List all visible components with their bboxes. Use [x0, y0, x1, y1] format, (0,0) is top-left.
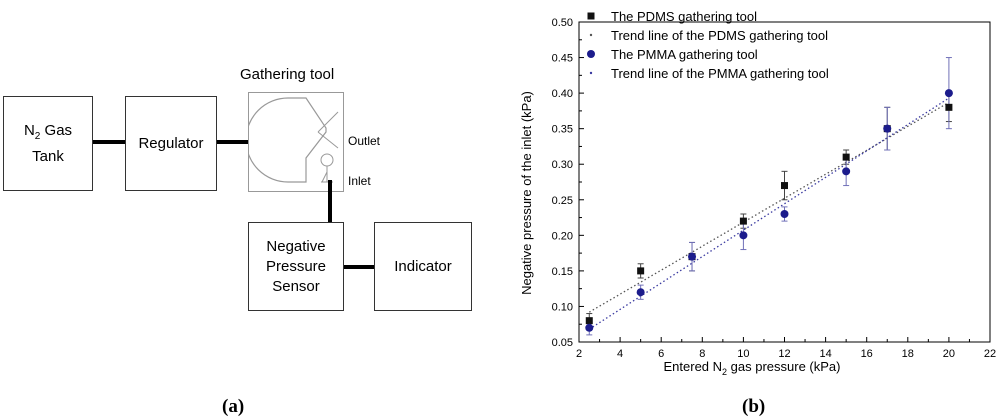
y-tick-label-0.35: 0.35 — [552, 124, 573, 136]
y-tick-label-0.05: 0.05 — [552, 337, 573, 349]
regulator-label: Regulator — [138, 134, 204, 152]
y-tick-label-0.50: 0.50 — [552, 17, 573, 29]
x-tick-label-18: 18 — [902, 348, 914, 360]
outlet-label: Outlet — [348, 134, 381, 148]
y-axis-label: Negative pressure of the inlet (kPa) — [519, 91, 534, 295]
gathering-tool-title: Gathering tool — [240, 66, 335, 83]
x-tick-label-20: 20 — [943, 348, 955, 360]
x-tick-label-22: 22 — [984, 348, 996, 360]
inlet-label: Inlet — [348, 174, 371, 188]
indicator-box: Indicator — [374, 222, 472, 311]
legend-label-2: The PMMA gathering tool — [611, 47, 758, 62]
legend-marker-pdms — [587, 12, 595, 20]
n2-gas-tank-box: N2 Gas Tank — [3, 96, 93, 191]
pdms-point — [842, 153, 850, 161]
panel-label-a: (a) — [222, 396, 245, 417]
y-tick-label-0.25: 0.25 — [552, 195, 573, 207]
x-tick-label-2: 2 — [576, 348, 582, 360]
x-axis-label: Entered N2 gas pressure (kPa) — [664, 359, 841, 377]
x-axis-label-rest: gas pressure (kPa) — [727, 359, 840, 374]
legend-marker-trend — [589, 71, 593, 75]
legend-marker-pmma — [587, 50, 595, 58]
legend: The PDMS gathering tool Trend line of the… — [587, 9, 829, 81]
tank-n-subscript: 2 — [34, 130, 41, 142]
pmma-point — [780, 210, 789, 218]
legend-label-3: Trend line of the PMMA gathering tool — [611, 66, 829, 81]
legend-marker-trend — [589, 33, 593, 37]
pdms-point — [945, 103, 953, 111]
trend-line-3 — [588, 97, 950, 330]
sensor-label-1: Negative — [266, 237, 326, 255]
pmma-point — [636, 288, 645, 297]
pmma-point — [883, 124, 892, 133]
pmma-point — [585, 323, 594, 332]
y-tick-label-0.45: 0.45 — [552, 53, 573, 65]
pdms-point — [585, 317, 593, 325]
x-tick-label-12: 12 — [778, 348, 790, 360]
sensor-label-2: Pressure — [265, 257, 327, 275]
tank-n: N — [23, 121, 35, 139]
chart-axes — [578, 21, 991, 343]
pmma-point — [944, 89, 953, 98]
x-axis-label-main: Entered N — [664, 359, 723, 374]
x-tick-label-8: 8 — [699, 348, 705, 360]
pdms-point — [637, 267, 645, 275]
y-tick-label-0.40: 0.40 — [552, 88, 573, 100]
x-axis-label-subscript: 2 — [722, 367, 727, 377]
tick-labels: 2 4 6 8 10 12 14 16 18 20 22 0.05 0.10 0.15 0.20 0.25 0.… — [552, 17, 997, 360]
gathering-tool-drawing — [248, 92, 344, 192]
pdms-point — [781, 182, 788, 190]
indicator-label: Indicator — [394, 257, 452, 275]
regulator-box: Regulator — [125, 96, 217, 191]
tank-gas: Gas — [40, 121, 73, 139]
y-tick-label-0.10: 0.10 — [552, 301, 573, 313]
x-tick-label-10: 10 — [737, 348, 749, 360]
panel-label-b: (b) — [742, 396, 766, 417]
x-tick-label-6: 6 — [658, 348, 664, 360]
pmma-point — [842, 167, 851, 176]
x-tick-label-14: 14 — [819, 348, 831, 360]
data-points — [585, 89, 953, 332]
wire-tank-regulator — [93, 140, 125, 144]
x-tick-label-16: 16 — [861, 348, 873, 360]
legend-label-1: Trend line of the PDMS gathering tool — [611, 28, 828, 43]
pmma-point — [688, 252, 697, 261]
wire-sensor-indicator — [344, 265, 374, 269]
pmma-point — [739, 231, 748, 240]
trend-line-1 — [588, 101, 950, 313]
tank-label: Tank — [32, 147, 64, 165]
trend-lines — [588, 97, 950, 330]
x-tick-label-4: 4 — [617, 348, 623, 360]
negative-pressure-sensor-box: Negative Pressure Sensor — [248, 222, 344, 311]
sensor-label-3: Sensor — [272, 277, 320, 295]
pdms-point — [739, 217, 747, 225]
wire-tool-sensor — [328, 180, 332, 222]
y-tick-label-0.15: 0.15 — [552, 266, 573, 278]
y-tick-label-0.20: 0.20 — [552, 230, 573, 242]
y-tick-label-0.30: 0.30 — [552, 159, 573, 171]
legend-label-0: The PDMS gathering tool — [611, 9, 757, 24]
